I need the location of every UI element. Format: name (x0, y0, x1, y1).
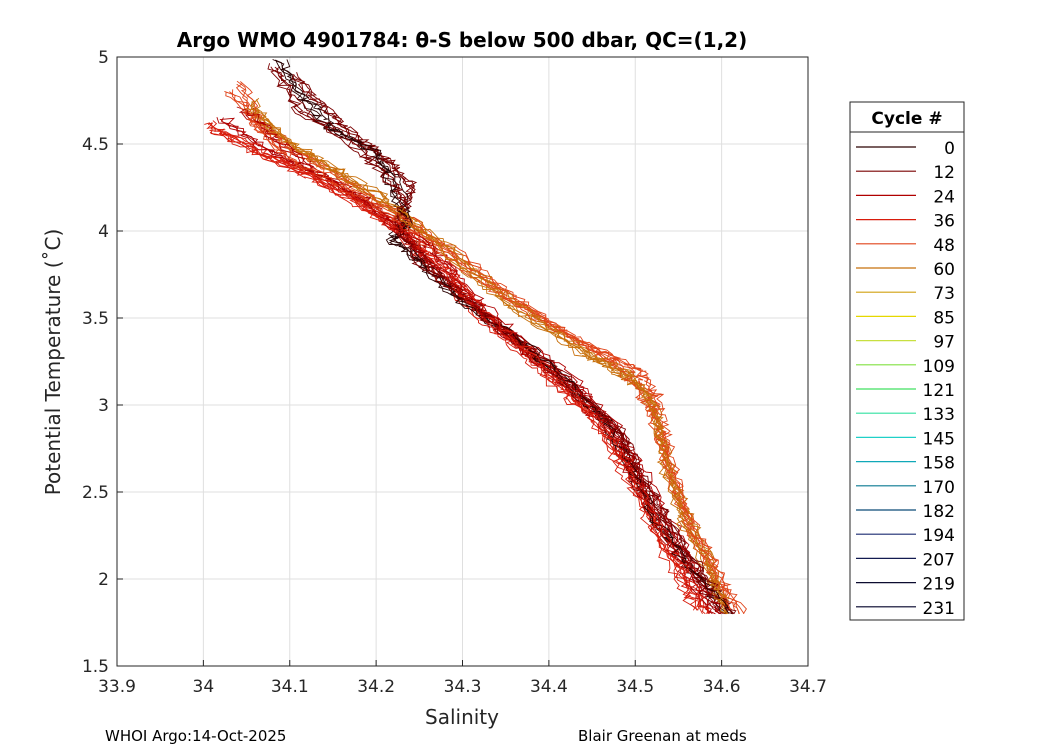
profile-line (275, 59, 730, 615)
y-tick-label: 2.5 (82, 483, 109, 503)
legend-label: 97 (933, 333, 955, 353)
x-tick-label: 34.1 (271, 677, 309, 697)
profile-line (250, 100, 728, 615)
legend-label: 12 (933, 163, 955, 183)
legend-label: 24 (933, 187, 955, 207)
legend-label: 73 (933, 284, 955, 304)
x-axis-label: Salinity (425, 705, 499, 729)
legend-label: 121 (923, 381, 955, 401)
y-axis-label: Potential Temperature (˚C) (41, 229, 65, 496)
legend-label: 158 (923, 454, 955, 474)
profile-line (221, 117, 721, 615)
y-tick-label: 3.5 (82, 309, 109, 329)
legend: Cycle # 0 12 24 36 48 60 73 85 97 109 121 133 145 158… (849, 101, 965, 621)
legend-title: Cycle # (871, 109, 942, 129)
profile-line (204, 122, 703, 615)
legend-label: 207 (923, 550, 955, 570)
profile-line (210, 120, 709, 614)
profile-line (296, 72, 737, 615)
x-tick-label: 33.9 (98, 677, 136, 697)
profiles (204, 59, 747, 615)
profile-line (275, 59, 726, 615)
y-tick-label: 5 (98, 48, 109, 68)
legend-label: 36 (933, 212, 955, 232)
legend-label: 48 (933, 236, 955, 256)
profile-line (250, 107, 716, 615)
footer-right: Blair Greenan at meds (578, 727, 747, 745)
x-tick-label: 34.7 (789, 677, 827, 697)
legend-entries: 0 12 24 36 48 60 73 85 97 109 121 133 145 158 170 182 19… (856, 139, 955, 619)
legend-label: 194 (923, 526, 955, 546)
legend-label: 182 (923, 502, 955, 522)
x-tick-labels: 33.9 34 34.1 34.2 34.3 34.4 34.5 34.6 34.7 (98, 677, 827, 697)
y-tick-label: 4.5 (82, 135, 109, 155)
profile-line (267, 63, 721, 615)
y-tick-label: 4 (98, 222, 109, 242)
legend-label: 170 (923, 478, 955, 498)
legend-label: 145 (923, 429, 955, 449)
y-tick-label: 1.5 (82, 657, 109, 677)
footer-left: WHOI Argo:14-Oct-2025 (105, 727, 286, 745)
profile-line (220, 119, 722, 615)
profile-line (236, 106, 712, 615)
profile-line (219, 117, 726, 615)
profile-line (244, 107, 726, 606)
y-tick-labels: 1.5 2 2.5 3 3.5 4 4.5 5 (82, 48, 109, 677)
x-tick-label: 34 (193, 677, 215, 697)
profile-line (246, 109, 713, 615)
legend-label: 133 (923, 405, 955, 425)
legend-label: 219 (923, 575, 955, 595)
profile-line (225, 92, 731, 611)
legend-label: 60 (933, 260, 955, 280)
y-tick-label: 3 (98, 396, 109, 416)
plot-frame (116, 56, 809, 667)
y-tick-label: 2 (98, 570, 109, 590)
profile-line (240, 81, 745, 615)
profile-line (216, 117, 720, 615)
legend-label: 85 (933, 308, 955, 328)
legend-label: 109 (923, 357, 955, 377)
legend-label: 0 (944, 139, 955, 159)
x-tick-label: 34.3 (444, 677, 482, 697)
x-tick-label: 34.2 (357, 677, 395, 697)
x-tick-label: 34.6 (703, 677, 741, 697)
chart-title: Argo WMO 4901784: θ-S below 500 dbar, QC… (177, 28, 747, 52)
x-tick-label: 34.5 (616, 677, 654, 697)
profile-line (238, 108, 710, 615)
profile-line (253, 99, 728, 614)
legend-label: 231 (923, 599, 955, 619)
x-tick-label: 34.4 (530, 677, 568, 697)
